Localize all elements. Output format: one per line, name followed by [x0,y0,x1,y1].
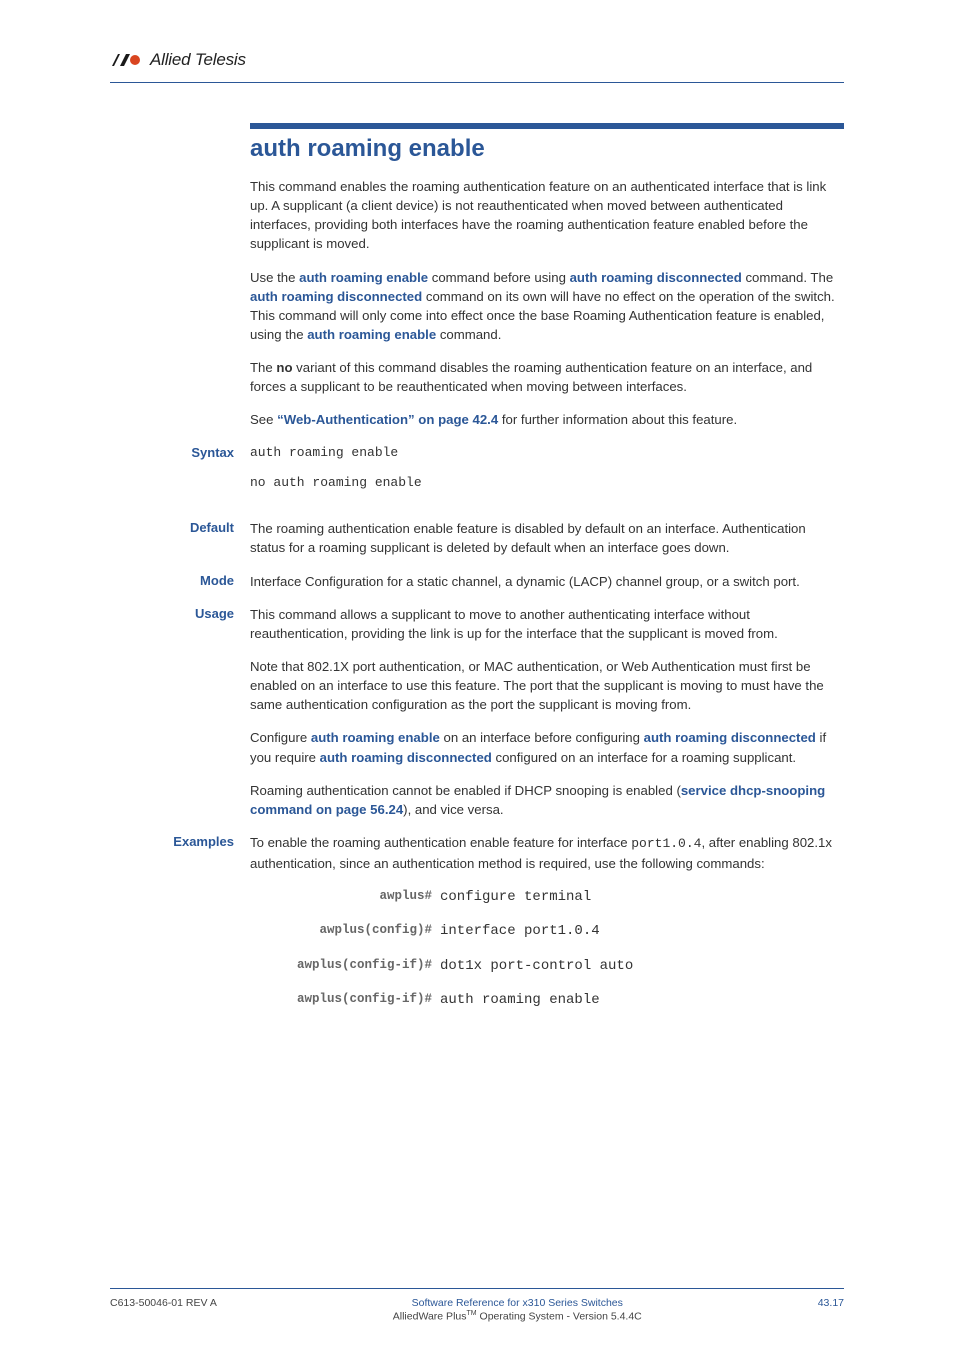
footer: C613-50046-01 REV A Software Reference f… [110,1288,844,1323]
mode-body: Interface Configuration for a static cha… [250,572,844,591]
command-table: awplus# configure terminal awplus(config… [250,887,844,1010]
default-body: The roaming authentication enable featur… [250,519,844,557]
content: auth roaming enable This command enables… [250,123,844,1024]
intro-para-1: This command enables the roaming authent… [250,177,844,254]
logo-icon [110,52,144,68]
examples-body: To enable the roaming authentication ena… [250,833,844,1024]
cmd-row: awplus(config-if)# auth roaming enable [250,990,844,1010]
intro-para-2: Use the auth roaming enable command befo… [250,268,844,345]
usage-p4: Roaming authentication cannot be enabled… [250,781,844,819]
syntax-line-2: no auth roaming enable [250,474,844,493]
syntax-row: Syntax auth roaming enable no auth roami… [250,444,844,506]
examples-row: Examples To enable the roaming authentic… [250,833,844,1024]
usage-body: This command allows a supplicant to move… [250,605,844,819]
page: Allied Telesis auth roaming enable This … [0,0,954,1350]
footer-right: 43.17 [818,1297,844,1309]
header: Allied Telesis [110,50,844,70]
usage-p1: This command allows a supplicant to move… [250,605,844,643]
link-usage-enable[interactable]: auth roaming enable [311,730,440,745]
link-web-authentication[interactable]: “Web-Authentication” on page 42.4 [277,412,498,427]
cmd-prompt: awplus(config-if)# [250,956,440,976]
cmd-row: awplus# configure terminal [250,887,844,907]
mode-row: Mode Interface Configuration for a stati… [250,572,844,591]
cmd-prompt: awplus(config-if)# [250,990,440,1010]
link-auth-roaming-disconnected-2[interactable]: auth roaming disconnected [250,289,422,304]
mode-label: Mode [110,572,250,591]
cmd-row: awplus(config)# interface port1.0.4 [250,921,844,941]
cmd-prompt: awplus(config)# [250,921,440,941]
link-auth-roaming-enable[interactable]: auth roaming enable [299,270,428,285]
syntax-body: auth roaming enable no auth roaming enab… [250,444,844,506]
usage-p3: Configure auth roaming enable on an inte… [250,728,844,766]
examples-label: Examples [110,833,250,1024]
link-service-dhcp-snooping[interactable]: service dhcp-snooping [681,783,825,798]
cmd-text: auth roaming enable [440,990,600,1010]
cmd-prompt: awplus# [250,887,440,907]
intro-para-3: The no variant of this command disables … [250,358,844,396]
syntax-line-1: auth roaming enable [250,444,844,463]
footer-rule [110,1288,844,1289]
link-auth-roaming-enable-2[interactable]: auth roaming enable [307,327,436,342]
footer-center-line2: AlliedWare PlusTM Operating System - Ver… [393,1310,642,1323]
default-label: Default [110,519,250,557]
footer-left: C613-50046-01 REV A [110,1297,217,1309]
examples-intro: To enable the roaming authentication ena… [250,833,844,873]
cmd-text: configure terminal [440,887,591,907]
link-usage-disconnected[interactable]: auth roaming disconnected [644,730,816,745]
brand-text: Allied Telesis [150,50,246,70]
header-rule [110,82,844,83]
footer-center-line1: Software Reference for x310 Series Switc… [393,1297,642,1309]
syntax-label: Syntax [110,444,250,506]
usage-label: Usage [110,605,250,819]
link-usage-disconnected-2[interactable]: auth roaming disconnected [320,750,492,765]
intro-para-4: See “Web-Authentication” on page 42.4 fo… [250,410,844,429]
cmd-text: interface port1.0.4 [440,921,600,941]
cmd-text: dot1x port-control auto [440,956,633,976]
command-title: auth roaming enable [250,135,844,163]
footer-center: Software Reference for x310 Series Switc… [393,1297,642,1323]
title-bar [250,123,844,129]
usage-p2: Note that 802.1X port authentication, or… [250,657,844,714]
default-row: Default The roaming authentication enabl… [250,519,844,557]
link-auth-roaming-disconnected[interactable]: auth roaming disconnected [570,270,742,285]
footer-row: C613-50046-01 REV A Software Reference f… [110,1297,844,1323]
cmd-row: awplus(config-if)# dot1x port-control au… [250,956,844,976]
link-dhcp-snooping-page[interactable]: command on page 56.24 [250,802,403,817]
usage-row: Usage This command allows a supplicant t… [250,605,844,819]
